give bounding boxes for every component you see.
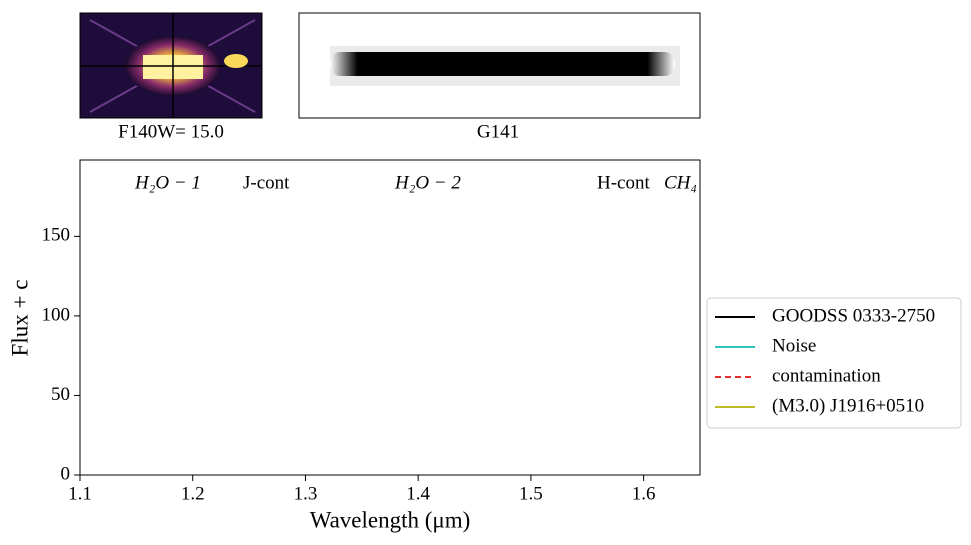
legend-label: (M3.0) J1916+0510 [772,395,924,416]
image-label: F140W= 15.0 [118,121,224,142]
legend-label: contamination [772,365,881,386]
y-tick-label: 50 [51,384,70,405]
x-tick-label: 1.2 [181,483,205,504]
x-axis-label: Wavelength (μm) [310,507,471,532]
legend-label: GOODSS 0333-2750 [772,305,935,326]
plot-area [80,160,700,475]
x-tick-label: 1.4 [406,483,430,504]
x-tick-label: 1.3 [294,483,318,504]
y-tick-label: 0 [61,463,71,484]
annotation: H-cont [597,172,650,193]
x-tick-label: 1.6 [632,483,656,504]
axes-frame [79,159,701,476]
legend: GOODSS 0333-2750 Noise contamination (M3.0)… [706,297,962,429]
y-axis-label: Flux + c [7,280,32,357]
x-tick-label: 1.5 [519,483,543,504]
x-tick-label: 1.1 [68,483,92,504]
legend-box [706,297,962,429]
annotation: H₂O − 2 [394,172,461,193]
spectrum-image [298,12,701,119]
image-label: G141 [477,121,519,142]
y-tick-label: 100 [42,304,71,325]
direct-image [79,12,263,119]
y-tick-label: 150 [42,225,71,246]
annotation: J-cont [243,172,290,193]
legend-label: Noise [772,335,816,356]
annotation: H₂O − 1 [134,172,201,193]
annotation: CH₄ [664,172,697,193]
